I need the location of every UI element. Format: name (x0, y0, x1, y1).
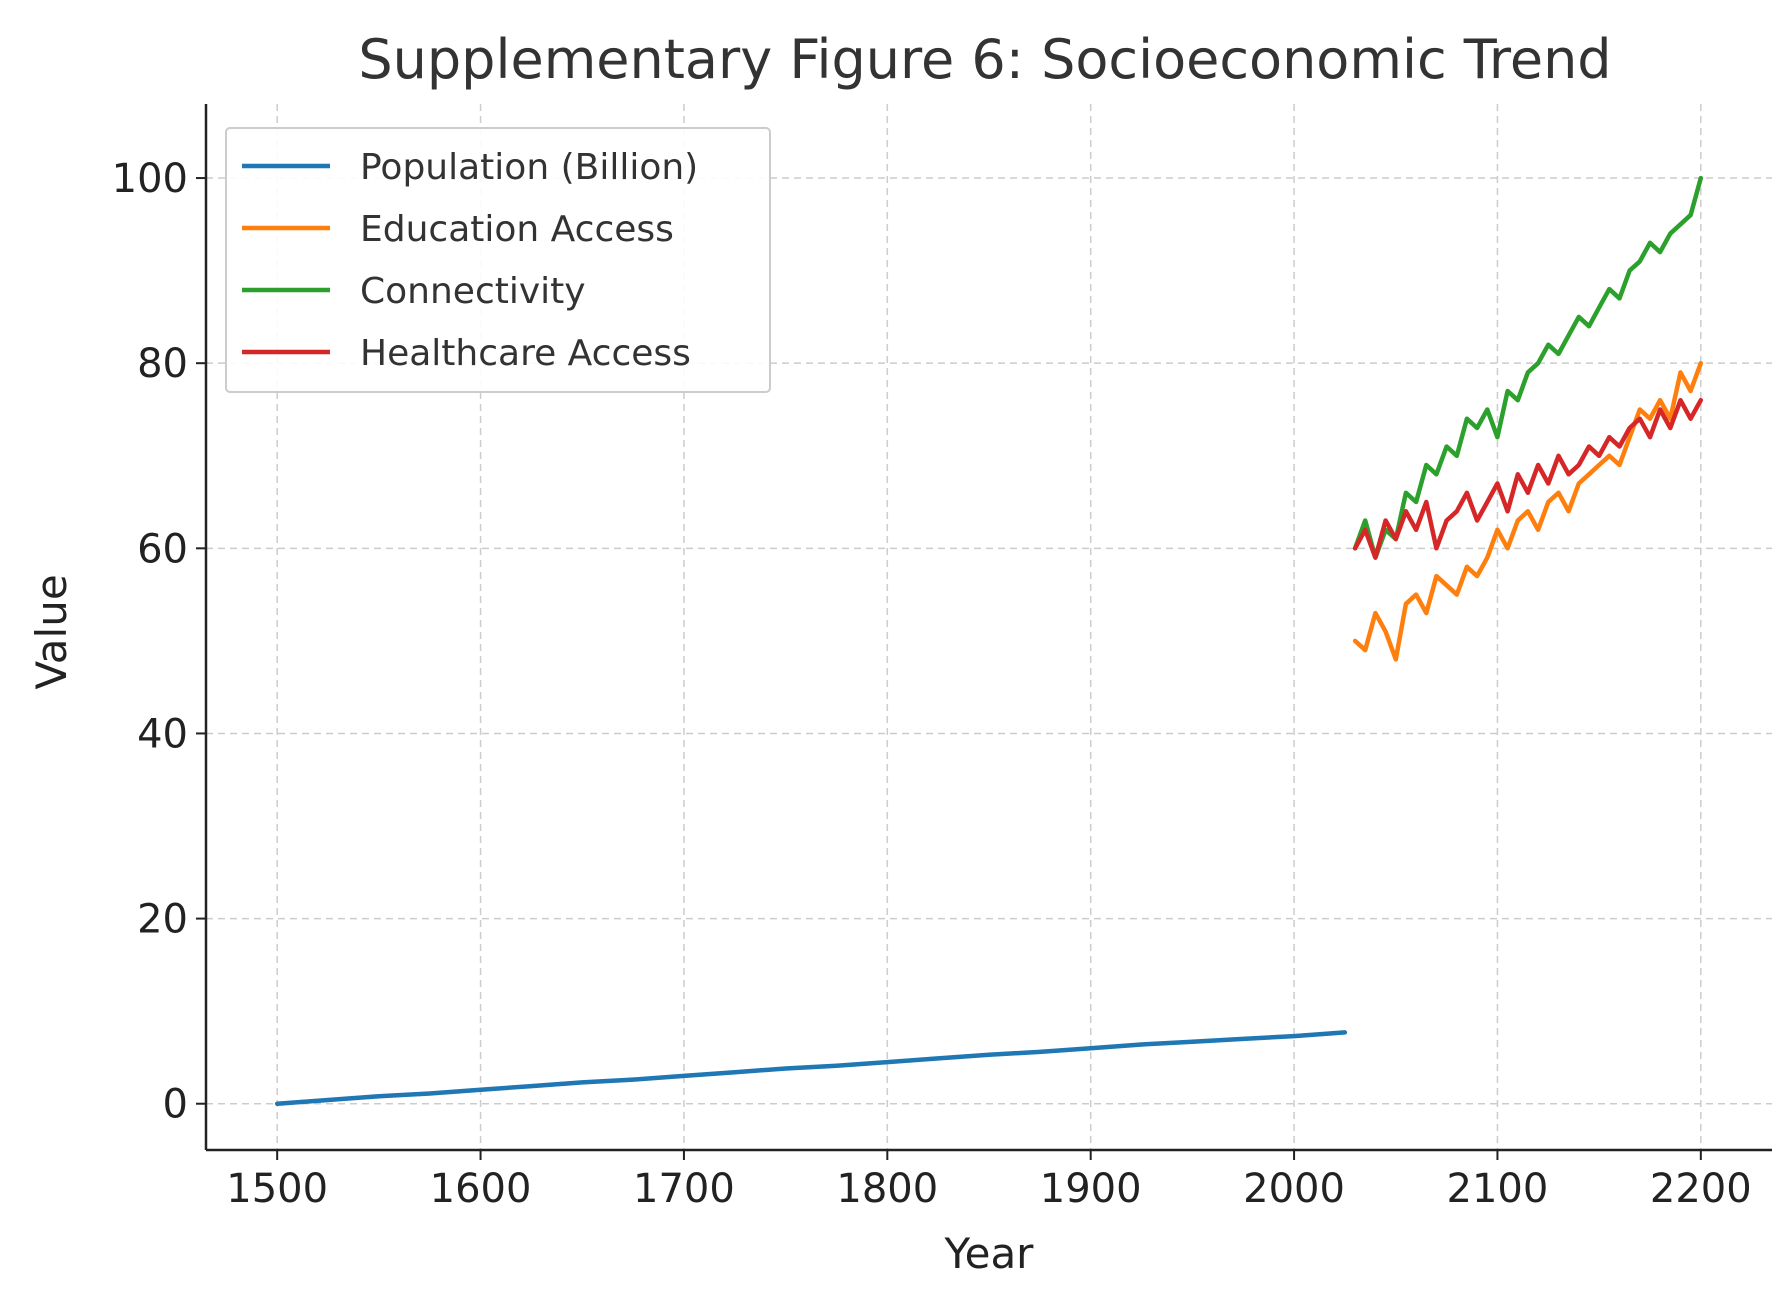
series-lines (274, 175, 1704, 1106)
x-tick-label: 1900 (1040, 1166, 1142, 1212)
tick-labels: 1500 1600 1700 1800 1900 2000 2100 2200 0 20 40 60 8… (112, 156, 1752, 1212)
x-tick-label: 2000 (1243, 1166, 1345, 1212)
y-tick-label: 100 (112, 156, 188, 202)
x-tick-label: 2100 (1447, 1166, 1549, 1212)
y-tick-label: 40 (137, 711, 188, 757)
x-tick-label: 1500 (226, 1166, 328, 1212)
legend: Population (Billion) Education Access Conn… (225, 127, 771, 393)
series-line-population-billion (274, 1030, 1348, 1106)
x-tick-label: 1700 (633, 1166, 735, 1212)
series-line-healthcare-access (1352, 397, 1704, 560)
legend-label-connectivity: Connectivity (360, 271, 586, 312)
x-tick-label: 1800 (836, 1166, 938, 1212)
axes (204, 104, 1772, 1152)
y-tick-label: 20 (137, 897, 188, 943)
x-tick-label: 2200 (1650, 1166, 1752, 1212)
y-tick-label: 60 (137, 526, 188, 572)
grid (206, 104, 1772, 1150)
series-line-connectivity (1352, 175, 1704, 560)
legend-label-population-billion: Population (Billion) (360, 147, 698, 188)
series-line-education-access (1352, 360, 1704, 662)
x-tick-label: 1600 (430, 1166, 532, 1212)
y-tick-label: 80 (137, 341, 188, 387)
legend-label-education-access: Education Access (360, 209, 674, 250)
y-tick-label: 0 (163, 1082, 188, 1128)
x-axis-label: Year (944, 1229, 1035, 1278)
y-axis-label: Value (27, 574, 76, 689)
chart-title: Supplementary Figure 6: Socioeconomic Tr… (358, 28, 1611, 91)
legend-label-healthcare-access: Healthcare Access (360, 333, 691, 374)
legend-box (225, 127, 771, 393)
